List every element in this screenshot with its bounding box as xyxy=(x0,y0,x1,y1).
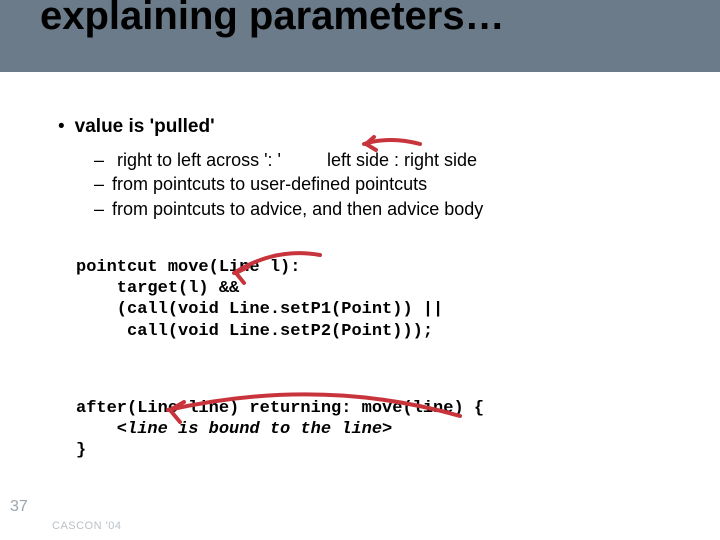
content-area: value is 'pulled' right to left across '… xyxy=(0,72,720,462)
sub-item-3: from pointcuts to advice, and then advic… xyxy=(94,197,670,221)
slide-number: 37 xyxy=(10,498,28,516)
sub-bullet-list: right to left across ': ' left side : rig… xyxy=(94,148,670,221)
sub-item-2: from pointcuts to user-defined pointcuts xyxy=(94,172,670,196)
footer-text: CASCON '04 xyxy=(52,520,121,532)
sub1-left: right to left across ': ' xyxy=(117,150,281,170)
code-block-1: pointcut move(Line l): target(l) && (cal… xyxy=(76,257,670,342)
slide-title: explaining parameters… xyxy=(40,0,505,39)
bullet-main: value is 'pulled' xyxy=(58,116,670,138)
sub-item-1: right to left across ': ' left side : rig… xyxy=(94,148,670,172)
sub1-right: left side : right side xyxy=(327,150,477,170)
code-block-2: after(Line line) returning: move(line) {… xyxy=(76,398,670,462)
